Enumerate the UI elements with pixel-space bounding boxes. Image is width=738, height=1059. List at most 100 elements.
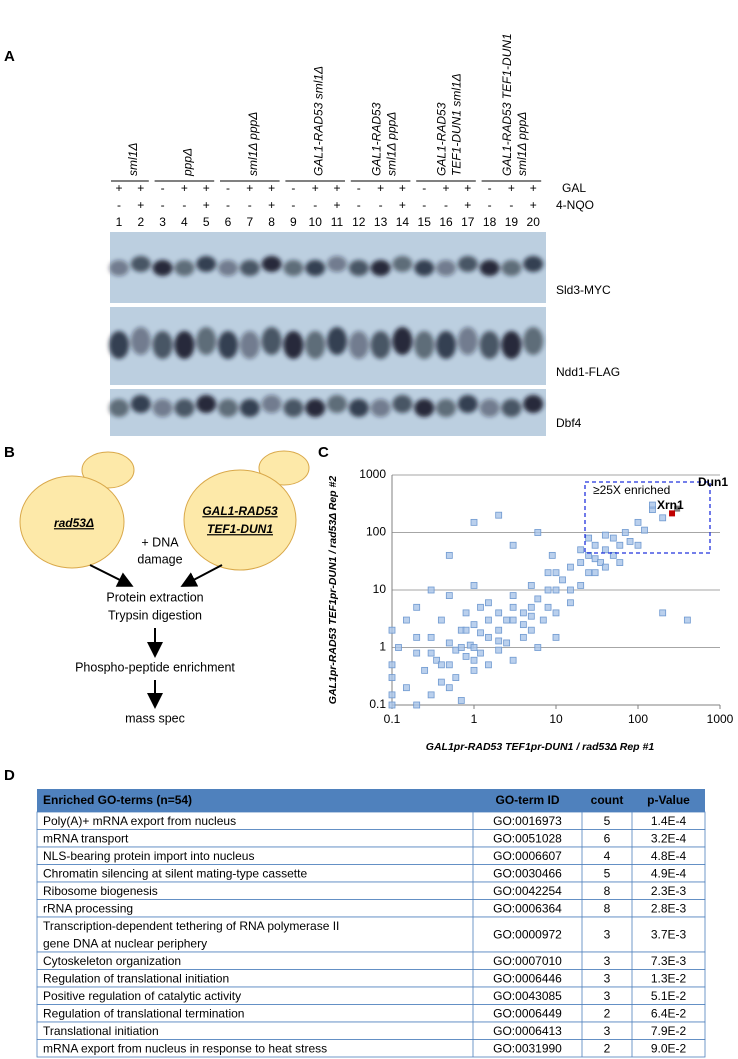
point [544,603,552,611]
band [130,327,151,355]
nqo-sign: - [422,198,426,212]
cell: 3 [604,1024,611,1038]
point [591,569,599,577]
point [567,563,574,571]
point [634,541,642,549]
cell: GO:0043085 [493,989,562,1003]
treatment: damage [137,552,182,566]
band [218,399,238,417]
point [601,546,609,554]
x-tick-label: 1 [471,712,478,726]
cell: 7.9E-2 [651,1024,687,1038]
band [174,260,195,276]
band [196,256,217,272]
lane-number: 19 [505,215,519,229]
bud [258,450,310,486]
point [503,639,511,647]
cell: GO:0031990 [493,1041,562,1055]
point [534,529,542,536]
band [196,327,217,355]
nqo-sign: - [248,198,252,212]
annotation: ≥25X enriched [593,483,670,497]
band [370,331,391,359]
point [559,576,566,584]
treatment: + DNA [141,535,179,549]
point [659,514,667,522]
band [501,260,522,276]
point [452,674,460,681]
term: rRNA processing [43,901,133,915]
band [348,399,369,417]
band [501,399,522,417]
y-tick-label: 1000 [359,467,386,481]
band [152,399,173,417]
lane-number: 17 [461,215,475,229]
nqo-sign: + [530,198,537,212]
band [414,260,435,276]
nqo-sign: - [488,198,492,212]
highlight-point [669,510,676,517]
point [626,538,634,545]
band [239,331,260,359]
group-label: sml1Δ [126,143,140,176]
nqo-sign: - [291,198,295,212]
gal-sign: + [137,181,144,195]
y-tick-label: 0.1 [369,697,386,711]
band [109,260,129,276]
lane-number: 14 [396,215,410,229]
step: mass spec [125,711,185,725]
point [413,603,421,611]
band [457,256,478,272]
point [641,526,648,534]
point [601,531,609,539]
cell: GO:0000972 [493,928,562,942]
lane-number: 15 [418,215,432,229]
cell: 8 [604,884,611,898]
nqo-sign: - [182,198,186,212]
point [433,656,441,664]
point [470,582,478,589]
lane-number: 10 [309,215,323,229]
header-cell: GO-term ID [495,793,559,807]
nqo-sign: + [203,198,210,212]
bud [81,451,135,489]
point [388,701,396,709]
band [239,399,260,417]
gal-sign: + [333,181,340,195]
panel-label: A [4,48,15,65]
step: Phospho-peptide enrichment [75,660,235,674]
cell: 1.4E-4 [651,814,687,828]
band [414,399,435,417]
gal-sign: + [442,181,449,195]
nqo-sign: - [226,198,230,212]
nqo-sign: + [268,198,275,212]
band [523,327,544,355]
panel-label: B [4,444,15,461]
point [457,697,465,704]
point [485,661,492,669]
blot-label: Sld3-MYC [556,283,611,297]
go-table: Enriched GO-terms (n=54) GO-term ID count p… [36,789,706,1058]
cell: 2 [604,1041,611,1055]
point [437,661,445,669]
nqo-sign: + [137,198,144,212]
point [457,644,465,651]
point [503,616,511,624]
point [621,529,629,536]
point [597,559,605,566]
point [445,639,453,647]
x-axis-label: GAL1pr-RAD53 TEF1pr-DUN1 / rad53Δ Rep #1 [426,741,655,753]
cell: 2.3E-3 [651,884,687,898]
group-label: sml1Δ pppΔ [384,112,398,176]
lane-number: 8 [268,215,275,229]
gal-sign: + [508,181,515,195]
band [370,260,391,276]
band [283,399,304,417]
cell: GO:0006449 [493,1006,562,1020]
group-label: sml1Δ pppΔ [515,112,529,176]
row-label: GAL [562,181,586,195]
point [495,646,503,654]
cell: 2 [604,1006,611,1020]
term: Transcription-dependent tethering of RNA… [43,919,339,933]
point-label: Xrn1 [657,498,684,512]
